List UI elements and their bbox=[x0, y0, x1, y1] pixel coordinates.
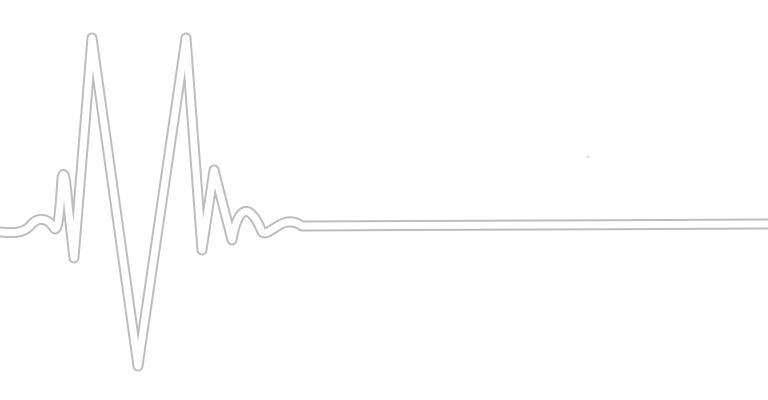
pulse-trace-fill bbox=[0, 34, 768, 370]
speck-dot bbox=[586, 155, 590, 159]
pulse-trace bbox=[0, 32, 768, 372]
